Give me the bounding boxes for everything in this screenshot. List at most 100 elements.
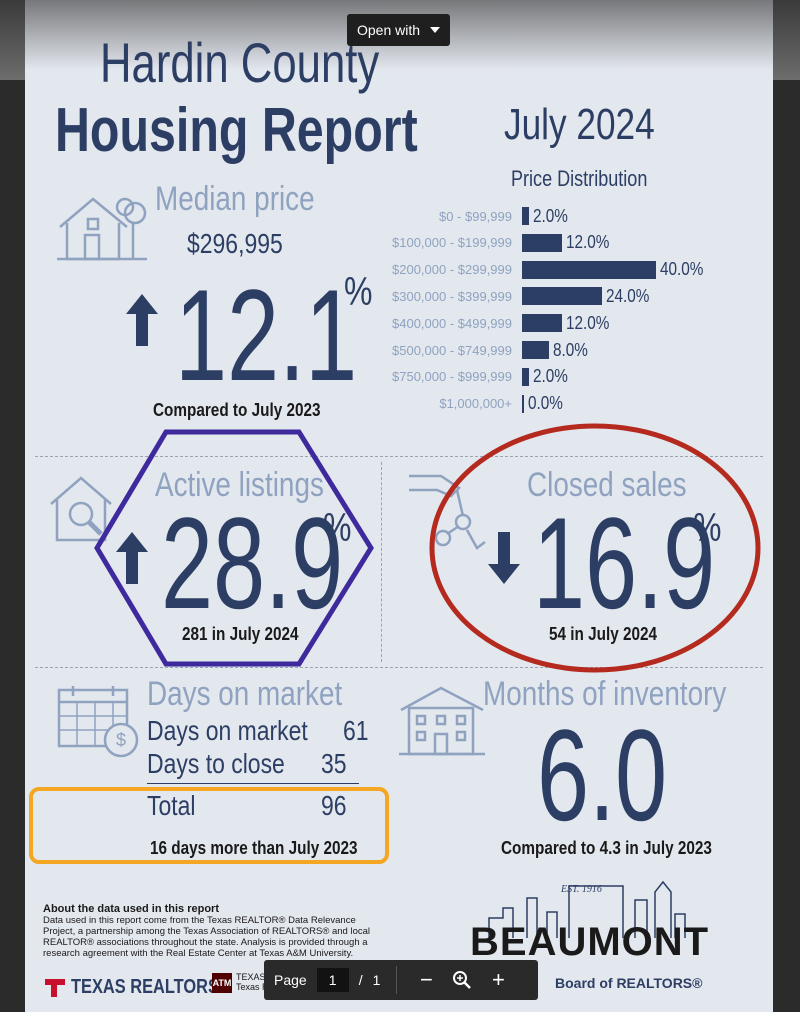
price-range-label: $0 - $99,999	[438, 208, 512, 224]
price-bar	[522, 287, 603, 306]
arrow-up-icon	[116, 532, 148, 584]
house-tree-icon	[57, 197, 147, 261]
closed-sales-heading: Closed sales	[527, 466, 687, 504]
active-listings-heading: Active listings	[155, 466, 324, 504]
price-range-label: $1,000,000+	[439, 396, 512, 412]
price-bar	[522, 367, 529, 386]
price-distribution-row: $200,000 - $299,999 40.0%	[365, 259, 725, 280]
report-date: July 2024	[504, 100, 655, 149]
price-bar	[522, 394, 524, 413]
beaumont-sub: Board of REALTORS®	[555, 975, 703, 991]
zoom-search-button[interactable]	[449, 967, 475, 993]
closed-change-value: 16.9	[533, 490, 716, 636]
total-pages: 1	[372, 972, 381, 988]
report-page: Hardin County Housing Report July 2024 P…	[25, 0, 773, 1012]
calendar-dollar-icon: $	[57, 686, 139, 758]
open-with-label: Open with	[357, 22, 421, 38]
price-bar-value: 24.0%	[606, 285, 650, 306]
inventory-value: 6.0	[537, 702, 668, 848]
hexagon-annotation	[94, 429, 374, 667]
building-icon	[399, 686, 485, 756]
key-hand-icon	[409, 474, 486, 550]
dom-total-label: Total	[147, 790, 196, 821]
about-title: About the data used in this report	[43, 903, 220, 915]
price-range-label: $500,000 - $749,999	[392, 342, 512, 358]
price-bar-value: 12.0%	[566, 232, 610, 253]
dom-row-days-to-close: Days to close 35	[147, 748, 352, 780]
price-distribution-row: $300,000 - $399,999 24.0%	[365, 286, 725, 306]
price-bar	[522, 207, 529, 225]
median-price-heading: Median price	[155, 180, 315, 218]
chevron-down-icon	[430, 27, 441, 33]
magnifier-icon	[453, 971, 472, 989]
active-sub: 281 in July 2024	[182, 624, 299, 644]
price-range-label: $300,000 - $399,999	[392, 288, 512, 304]
price-range-label: $400,000 - $499,999	[392, 315, 512, 331]
active-change-value: 28.9	[161, 490, 344, 636]
page-label: Page	[274, 972, 307, 988]
texas-realtors-mark-icon	[45, 979, 65, 997]
price-bar-value: 0.0%	[527, 393, 563, 414]
price-distribution-row: $100,000 - $199,999 12.0%	[365, 232, 725, 253]
dom-total-rule	[147, 783, 359, 784]
price-bar-value: 12.0%	[566, 312, 610, 333]
pdf-toolbar: Page 1 / 1 − +	[264, 960, 538, 1000]
price-bar-value: 8.0%	[552, 339, 588, 360]
dom-label: Days to close	[147, 748, 285, 779]
zoom-in-button[interactable]: +	[491, 967, 505, 992]
arrow-up-icon	[126, 294, 158, 346]
price-range-label: $100,000 - $199,999	[392, 235, 512, 251]
dom-value: 61	[343, 715, 369, 746]
divider	[35, 667, 763, 668]
median-pct-sign: %	[344, 270, 373, 314]
report-title-main: Housing Report	[55, 96, 418, 165]
price-bar	[522, 314, 563, 333]
dom-value: 35	[320, 748, 347, 779]
dom-row-days-on-market: Days on market 61	[147, 715, 369, 747]
dom-row-total: Total 96	[147, 790, 352, 822]
price-distribution-row: $500,000 - $749,999 8.0%	[365, 340, 725, 360]
median-compare: Compared to July 2023	[153, 400, 321, 420]
zoom-out-button[interactable]: −	[419, 967, 433, 992]
highlight-annotation	[29, 787, 389, 864]
price-bar-value: 40.0%	[660, 259, 704, 280]
report-title-county: Hardin County	[100, 31, 380, 94]
page-number-input[interactable]: 1	[316, 968, 349, 992]
price-bar-value: 2.0%	[532, 205, 568, 226]
dom-compare: 16 days more than July 2023	[150, 838, 358, 858]
days-on-market-heading: Days on market	[147, 675, 343, 713]
inventory-compare: Compared to 4.3 in July 2023	[501, 838, 712, 858]
toolbar-divider	[396, 966, 398, 994]
price-distribution-row: $400,000 - $499,999 12.0%	[365, 313, 725, 333]
months-of-inventory-heading: Months of inventory	[483, 675, 727, 713]
dom-label: Days on market	[147, 715, 308, 746]
texas-realtors-text: TEXAS REALTORS	[71, 975, 219, 998]
ellipse-annotation	[429, 423, 761, 673]
beaumont-logo-text: BEAUMONT	[470, 920, 710, 964]
page-separator: /	[358, 972, 363, 988]
price-distribution-row: $1,000,000+ 0.0%	[365, 393, 725, 414]
median-price-value: $296,995	[187, 228, 283, 259]
open-with-button[interactable]: Open with	[347, 14, 451, 46]
dom-total-value: 96	[320, 790, 347, 821]
price-distribution-row: $0 - $99,999 2.0%	[365, 206, 725, 226]
texas-realtors-logo: TEXAS REALTORS	[43, 975, 251, 999]
divider	[35, 456, 763, 457]
price-bar-value: 2.0%	[532, 366, 568, 387]
closed-pct-sign: %	[693, 506, 722, 550]
price-range-label: $750,000 - $999,999	[392, 369, 512, 385]
divider	[381, 462, 382, 662]
price-range-label: $200,000 - $299,999	[392, 262, 512, 278]
house-search-icon	[50, 476, 112, 542]
tam-mark-icon: ATM	[212, 973, 232, 993]
closed-sub: 54 in July 2024	[549, 624, 658, 644]
arrow-down-icon	[488, 532, 520, 584]
skyline-icon	[488, 880, 686, 938]
median-change-value: 12.1	[175, 262, 358, 408]
price-bar	[522, 260, 656, 279]
beaumont-est: EST. 1916	[561, 884, 602, 895]
price-distribution-row: $750,000 - $999,999 2.0%	[365, 366, 725, 387]
svg-text:$: $	[116, 730, 126, 750]
price-distribution-title: Price Distribution	[511, 166, 648, 191]
about-text: Data used in this report come from the T…	[43, 915, 371, 959]
